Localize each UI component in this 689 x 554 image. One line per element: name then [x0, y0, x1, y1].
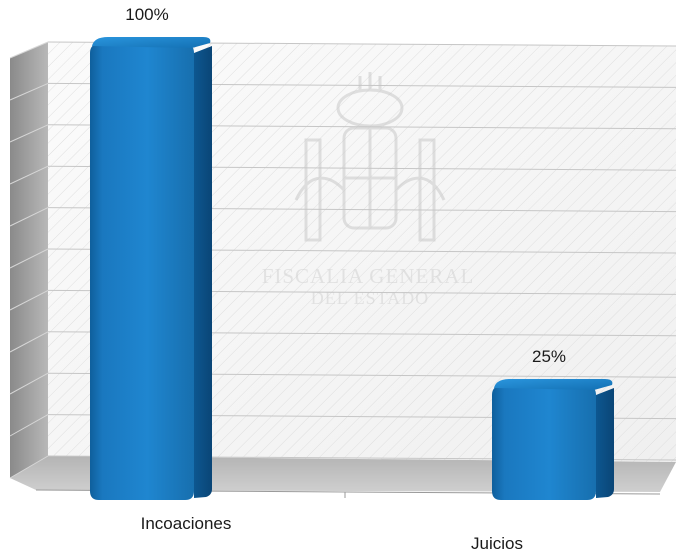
wall-gridline	[9, 124, 49, 143]
bar	[90, 37, 212, 500]
wall-gridline	[9, 248, 49, 269]
bar-front	[492, 386, 596, 500]
wall-gridline	[9, 207, 49, 227]
wall-gridline	[9, 414, 49, 437]
category-label: Juicios	[471, 534, 523, 553]
wall-gridline	[9, 289, 49, 311]
bars	[90, 37, 614, 500]
category-label: Incoaciones	[141, 514, 232, 533]
wall-gridline	[9, 331, 49, 353]
wall-gridline	[9, 455, 49, 479]
bar-top	[92, 37, 211, 48]
chart-left-wall	[10, 42, 48, 478]
data-label: 25%	[532, 347, 566, 366]
data-label: 100%	[125, 5, 168, 24]
wall-gridline	[9, 82, 49, 101]
watermark-line2: DEL ESTADO	[311, 288, 429, 308]
wall-gridline	[9, 165, 49, 185]
bar-top	[494, 379, 613, 390]
bar-front	[90, 44, 194, 500]
bar	[492, 379, 614, 500]
bar-side	[596, 388, 614, 498]
wall-gridline	[9, 372, 49, 395]
bar-side	[194, 46, 212, 498]
wall-gridline	[9, 41, 49, 59]
watermark-line1: FISCALIA GENERAL	[262, 264, 475, 288]
labels: 100% Incoaciones 25% Juicios	[125, 5, 566, 553]
